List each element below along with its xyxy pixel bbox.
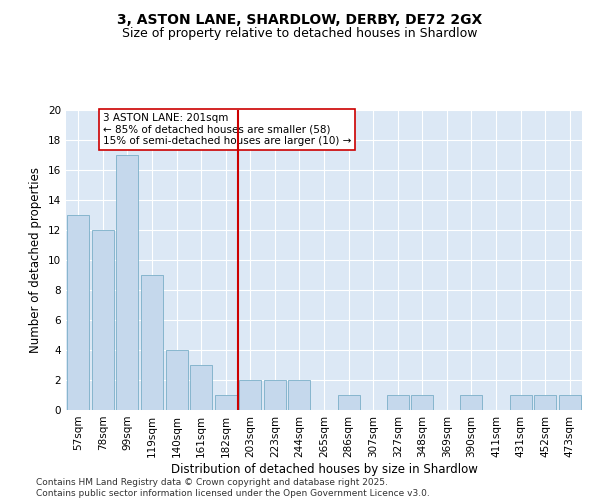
Text: Size of property relative to detached houses in Shardlow: Size of property relative to detached ho… bbox=[122, 28, 478, 40]
Text: 3, ASTON LANE, SHARDLOW, DERBY, DE72 2GX: 3, ASTON LANE, SHARDLOW, DERBY, DE72 2GX bbox=[118, 12, 482, 26]
Bar bbox=[559, 395, 581, 410]
Bar bbox=[264, 380, 286, 410]
Bar bbox=[67, 215, 89, 410]
Y-axis label: Number of detached properties: Number of detached properties bbox=[29, 167, 43, 353]
Text: Contains HM Land Registry data © Crown copyright and database right 2025.
Contai: Contains HM Land Registry data © Crown c… bbox=[36, 478, 430, 498]
Bar bbox=[141, 275, 163, 410]
Bar bbox=[239, 380, 262, 410]
Bar bbox=[92, 230, 114, 410]
Bar bbox=[338, 395, 359, 410]
Text: 3 ASTON LANE: 201sqm
← 85% of detached houses are smaller (58)
15% of semi-detac: 3 ASTON LANE: 201sqm ← 85% of detached h… bbox=[103, 113, 351, 146]
Bar bbox=[166, 350, 188, 410]
Bar bbox=[460, 395, 482, 410]
Bar bbox=[116, 155, 139, 410]
Bar bbox=[289, 380, 310, 410]
Bar bbox=[509, 395, 532, 410]
Bar bbox=[215, 395, 237, 410]
Bar bbox=[534, 395, 556, 410]
Bar bbox=[190, 365, 212, 410]
Bar bbox=[386, 395, 409, 410]
X-axis label: Distribution of detached houses by size in Shardlow: Distribution of detached houses by size … bbox=[170, 462, 478, 475]
Bar bbox=[411, 395, 433, 410]
